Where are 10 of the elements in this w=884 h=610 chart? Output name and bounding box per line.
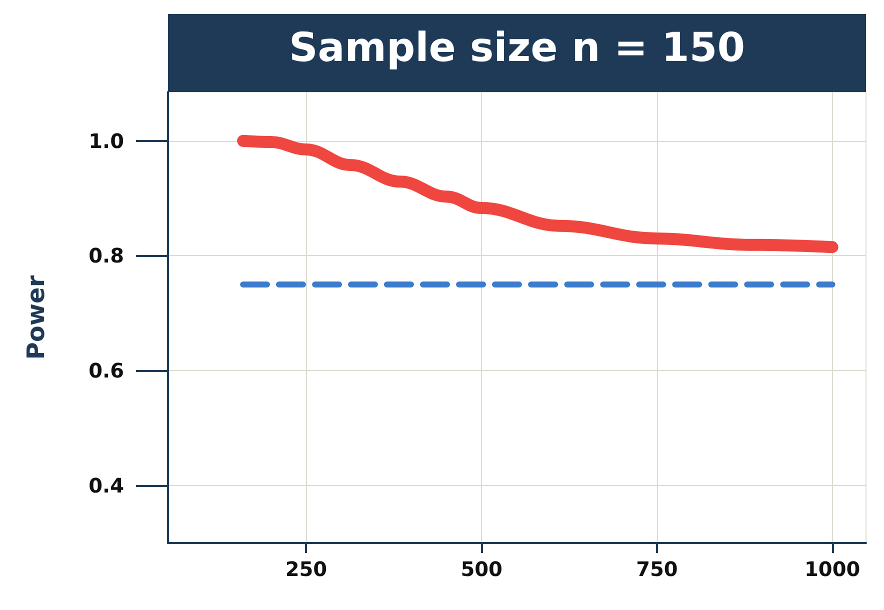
y-axis-title: Power — [22, 275, 50, 360]
x-tick-label: 500 — [460, 557, 502, 581]
y-tick-label: 0.8 — [88, 244, 124, 268]
chart-title: Sample size n = 150 — [288, 25, 746, 71]
y-tick-label: 0.6 — [88, 358, 124, 383]
y-tick-label: 1.0 — [88, 128, 124, 153]
x-tick-label: 1000 — [804, 557, 860, 581]
y-tick-label: 0.4 — [88, 474, 124, 498]
x-tick-label: 750 — [636, 557, 678, 581]
x-tick-label: 250 — [285, 557, 328, 581]
